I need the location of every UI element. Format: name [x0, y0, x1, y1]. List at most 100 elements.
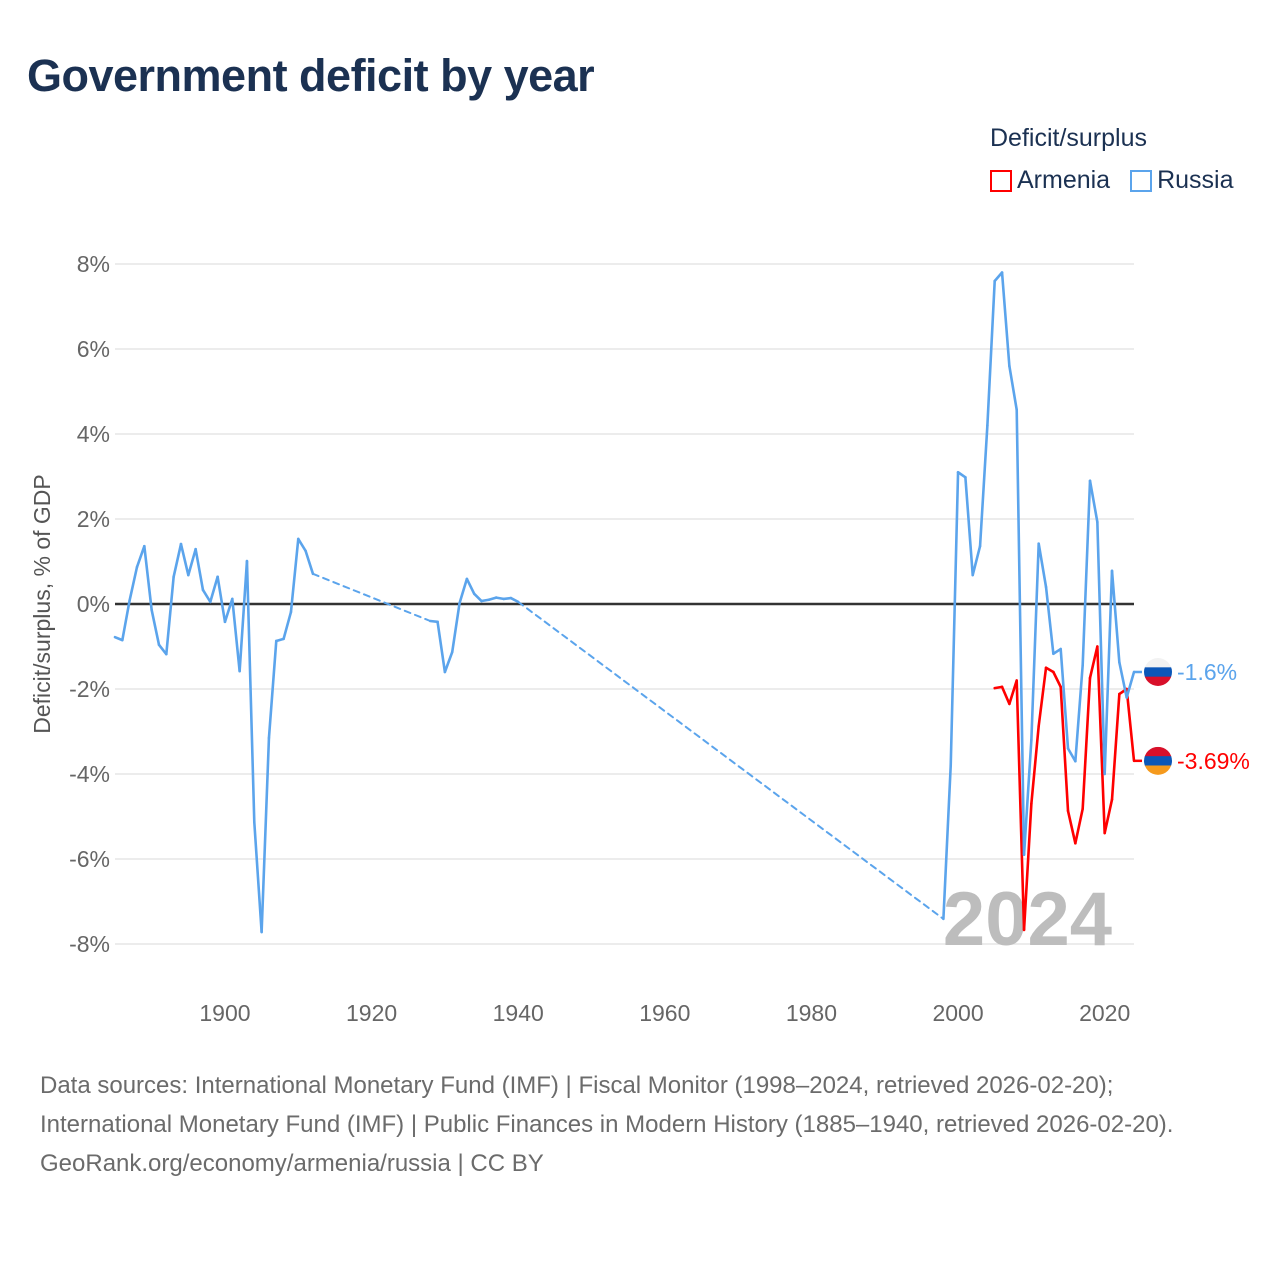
series-segment-armenia [1059, 685, 1070, 813]
series-segment-russia [465, 577, 476, 596]
series-segment-armenia [1066, 809, 1077, 845]
series-segment-russia [964, 476, 975, 577]
series-segment-armenia [1074, 807, 1084, 845]
end-label-russia: -1.6% [1177, 659, 1237, 685]
series-segment-armenia [1088, 645, 1099, 680]
y-tick-label: -8% [69, 931, 110, 957]
end-label-armenia: -3.69% [1177, 748, 1250, 774]
series-segment-russia [245, 559, 256, 824]
flag-armenia-icon [1144, 746, 1172, 757]
series-segment-russia [1066, 747, 1077, 763]
credit-link[interactable]: GeoRank.org/economy/armenia/russia | CC … [40, 1150, 544, 1177]
y-tick-label: -4% [69, 761, 110, 787]
series-segment-russia [311, 572, 432, 622]
series-segment-armenia [1008, 679, 1019, 706]
series-segment-russia [128, 565, 139, 602]
series-segment-russia [194, 547, 205, 592]
series-segment-russia [135, 544, 146, 569]
data-sources: Data sources: International Monetary Fun… [40, 1072, 1174, 1138]
legend: Armenia Russia [990, 166, 1234, 195]
x-tick-label: 1900 [199, 1000, 250, 1026]
series-segment-russia [978, 424, 989, 548]
series-segment-russia [458, 577, 469, 605]
series-segment-russia [517, 600, 945, 920]
y-tick-label: 0% [77, 591, 110, 617]
footer: Data sources: International Monetary Fun… [40, 1066, 1240, 1183]
series-segment-russia [443, 650, 454, 674]
series-segment-russia [436, 620, 447, 674]
chart-plot: 8% 6% 4% 2% 0% -2% -4% -6% -8% 1900 1920 1940 1960 19… [29, 251, 1250, 1026]
series-segment-russia [1059, 647, 1070, 750]
series-segment-russia [252, 820, 263, 934]
series-segment-russia [121, 598, 131, 642]
series-segment-russia [216, 575, 227, 624]
series-segment-russia [223, 597, 234, 624]
series-segment-armenia [1000, 685, 1011, 706]
legend-item-armenia[interactable]: Armenia [990, 166, 1110, 195]
legend-label-armenia: Armenia [1017, 166, 1111, 194]
series-segment-russia [1044, 585, 1055, 656]
flag-russia-icon [1144, 658, 1172, 668]
series-segment-russia [165, 575, 175, 656]
series-segment-russia [971, 544, 982, 577]
series-segment-russia [1125, 670, 1136, 699]
series-segment-armenia [1096, 645, 1106, 835]
legend-title: Deficit/surplus [990, 124, 1147, 152]
series-segment-russia [1081, 479, 1092, 667]
y-tick-label: -6% [69, 846, 110, 872]
legend-item-russia[interactable]: Russia [1130, 166, 1234, 195]
series-segment-russia [260, 736, 271, 934]
series-segment-russia [1022, 738, 1033, 857]
x-tick-label: 1960 [639, 1000, 690, 1026]
series-segment-russia [238, 559, 249, 673]
series-segment-armenia [1103, 798, 1114, 835]
series-segment-russia [1015, 408, 1026, 857]
series-segment-russia [509, 596, 520, 604]
series-segment-russia [179, 542, 190, 577]
series-segment-russia [993, 271, 1004, 283]
series-segment-armenia [1044, 666, 1055, 674]
series-segment-russia [450, 601, 461, 654]
y-tick-label: 4% [77, 421, 110, 447]
series-segment-russia [304, 549, 315, 576]
y-axis-label: Deficit/surplus, % of GDP [29, 474, 55, 733]
y-tick-label: 2% [77, 506, 110, 532]
flag-armenia-icon [1144, 756, 1172, 766]
series-segment-armenia [1030, 724, 1040, 806]
series-segment-armenia [1052, 670, 1062, 689]
y-tick-label: 6% [77, 336, 110, 362]
series-segment-russia [143, 544, 153, 612]
chart-title: Government deficit by year [27, 50, 595, 101]
series-segment-russia [1008, 364, 1019, 412]
y-tick-label: 8% [77, 251, 110, 277]
flag-armenia-icon [1144, 765, 1172, 775]
series-segment-russia [1088, 479, 1099, 524]
x-tick-label: 2000 [932, 1000, 983, 1026]
x-tick-label: 1940 [493, 1000, 544, 1026]
series-segment-russia [1000, 271, 1011, 368]
series-segment-armenia [1022, 802, 1033, 932]
x-tick-label: 1920 [346, 1000, 397, 1026]
x-tick-label: 2020 [1079, 1000, 1130, 1026]
series-segment-russia [472, 592, 483, 603]
series-segment-russia [1037, 542, 1048, 589]
series-segment-russia [949, 470, 960, 767]
series-segment-russia [1074, 663, 1084, 763]
series-segment-russia [986, 279, 997, 427]
series-segment-armenia [1125, 687, 1136, 763]
series-segment-russia [296, 537, 307, 553]
series-segment-russia [956, 470, 967, 479]
series-segment-russia [230, 597, 241, 673]
series-segment-armenia [1037, 666, 1048, 728]
series-segment-armenia [1110, 692, 1121, 801]
series-segment-russia [201, 588, 212, 604]
series-segment-russia [1103, 569, 1114, 776]
series-segment-russia [187, 547, 197, 577]
series-segment-russia [150, 608, 161, 647]
series-segment-russia [1110, 569, 1121, 664]
series-segment-armenia [1015, 679, 1026, 932]
series-segment-armenia [1081, 676, 1092, 811]
series-segment-russia [172, 542, 183, 579]
series-segment-russia [1096, 520, 1106, 776]
legend-swatch-armenia [990, 169, 1012, 192]
